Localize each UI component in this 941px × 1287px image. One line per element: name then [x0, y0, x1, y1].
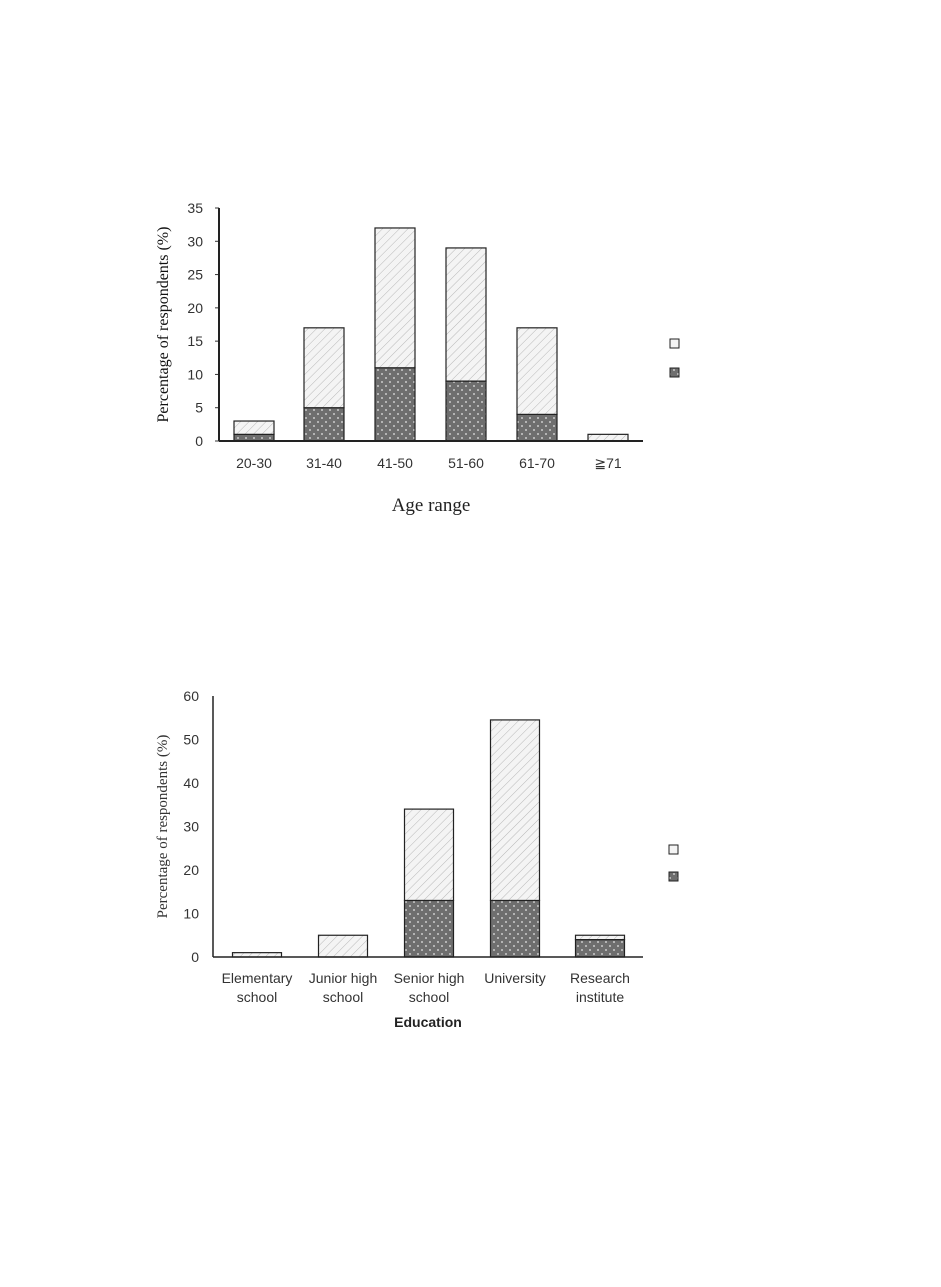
legend-swatch-light	[669, 338, 680, 349]
y-axis-title: Percentage of respondents (%)	[155, 735, 171, 919]
x-category-label: institute	[576, 989, 624, 1005]
x-category-label: 51-60	[448, 455, 484, 471]
bar-dark-segment	[516, 413, 558, 442]
y-tick-label: 10	[187, 366, 203, 382]
y-tick-label: 10	[183, 906, 199, 922]
bar-light-segment	[303, 327, 345, 409]
x-category-label: ≧71	[594, 455, 622, 471]
x-category-label: 20-30	[236, 455, 272, 471]
y-tick-label: 20	[183, 862, 199, 878]
bar-light-segment	[516, 327, 558, 415]
education-chart: 0 10 20 30 40 50 60 Elementary school Junior high…	[155, 688, 679, 1030]
bar-light-segment	[233, 420, 275, 435]
y-tick-label: 35	[187, 200, 203, 216]
bar-light-segment	[489, 719, 541, 902]
bar-dark-segment	[489, 899, 541, 958]
y-tick-label: 25	[187, 267, 203, 283]
x-category-label: 31-40	[306, 455, 342, 471]
x-axis-title: Education	[394, 1014, 462, 1030]
bar-dark-segment	[574, 938, 626, 958]
y-tick-label: 5	[195, 400, 203, 416]
y-tick-label: 30	[183, 819, 199, 835]
legend-swatch-dark	[668, 871, 679, 882]
bar-light-segment	[317, 934, 369, 958]
y-tick-label: 0	[195, 433, 203, 449]
bar-dark-segment	[445, 380, 487, 442]
x-category-label: Research	[570, 970, 630, 986]
legend-swatch-light	[668, 844, 679, 855]
y-tick-label: 0	[191, 949, 199, 965]
bar-light-segment	[374, 227, 416, 369]
x-axis-title: Age range	[392, 495, 471, 516]
bar-light-segment	[574, 934, 626, 941]
x-category-label: school	[237, 989, 277, 1005]
x-category-label: Junior high	[309, 970, 378, 986]
x-category-label: Elementary	[222, 970, 293, 986]
y-tick-label: 30	[187, 233, 203, 249]
y-tick-label: 60	[183, 688, 199, 704]
x-category-label: school	[323, 989, 363, 1005]
y-tick-label: 20	[187, 300, 203, 316]
y-tick-label: 15	[187, 333, 203, 349]
bar-dark-segment	[303, 407, 345, 442]
x-category-label: school	[409, 989, 449, 1005]
x-category-label: 41-50	[377, 455, 413, 471]
x-category-label: 61-70	[519, 455, 555, 471]
x-category-label: University	[484, 970, 545, 986]
y-axis-title: Percentage of respondents (%)	[155, 227, 172, 423]
x-category-label: Senior high	[394, 970, 465, 986]
bar-dark-segment	[374, 367, 416, 442]
y-tick-label: 40	[183, 775, 199, 791]
bar-light-segment	[445, 247, 487, 382]
age-range-chart: 0 5 10 15 20 25 30 35 20-30 31-40 41-50 51-60 61-70 ≧…	[155, 200, 680, 516]
bar-dark-segment	[403, 899, 455, 958]
y-tick-label: 50	[183, 732, 199, 748]
legend-swatch-dark	[669, 367, 680, 378]
bar-light-segment	[403, 808, 455, 902]
